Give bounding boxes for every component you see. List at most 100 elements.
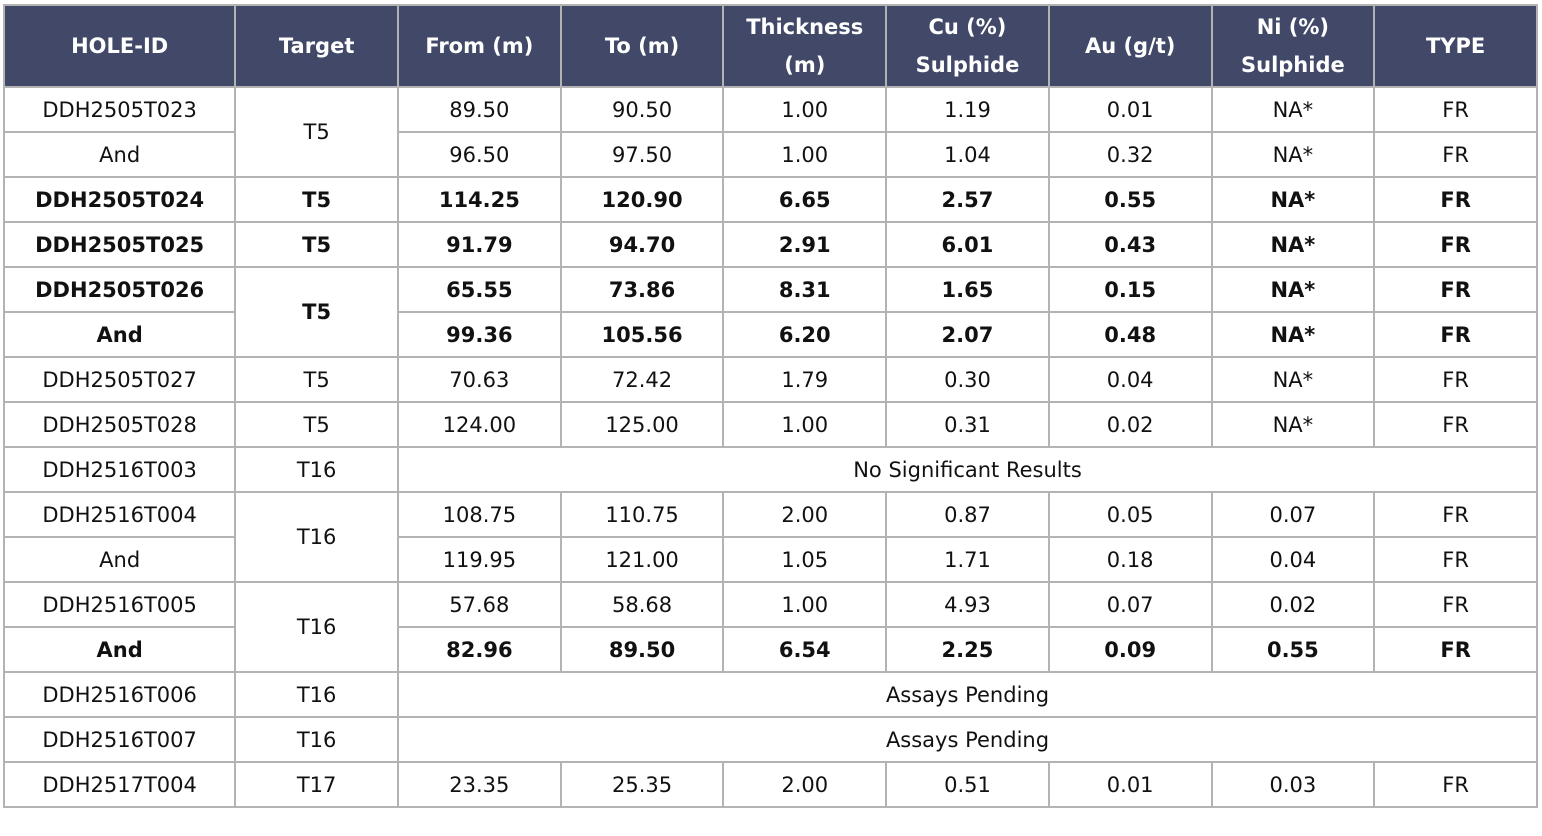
header-thickness: Thickness (m): [722, 4, 888, 88]
au-cell: 0.55: [1047, 176, 1213, 223]
thickness-cell: 1.05: [722, 536, 888, 583]
hole-id-cell: DDH2517T004: [2, 761, 237, 808]
ni-cell: NA*: [1210, 131, 1376, 178]
table-row: DDH2516T003 T16 No Significant Results: [2, 446, 1538, 493]
au-cell: 0.01: [1047, 86, 1213, 133]
target-cell: T16: [234, 491, 399, 583]
header-hole-id: HOLE-ID: [2, 4, 237, 88]
au-cell: 0.43: [1047, 221, 1213, 268]
hole-id-cell: DDH2505T023: [2, 86, 237, 133]
ni-cell: NA*: [1210, 266, 1376, 313]
header-type: TYPE: [1373, 4, 1538, 88]
table-row: And 82.96 89.50 6.54 2.25 0.09 0.55 FR: [2, 626, 1538, 673]
from-cell: 91.79: [397, 221, 562, 268]
au-cell: 0.07: [1047, 581, 1213, 628]
hole-id-cell: And: [2, 536, 237, 583]
thickness-cell: 1.00: [722, 401, 888, 448]
table-row: And 96.50 97.50 1.00 1.04 0.32 NA* FR: [2, 131, 1538, 178]
result-note-cell: Assays Pending: [397, 671, 1538, 718]
hole-id-cell: And: [2, 626, 237, 673]
table-row: DDH2505T026 T5 65.55 73.86 8.31 1.65 0.1…: [2, 266, 1538, 358]
au-cell: 0.05: [1047, 491, 1213, 538]
type-cell: FR: [1373, 311, 1538, 358]
au-cell: 0.32: [1047, 131, 1213, 178]
from-cell: 70.63: [397, 356, 562, 403]
table-row: DDH2505T028 T5 124.00 125.00 1.00 0.31 0…: [2, 401, 1538, 448]
result-note-cell: Assays Pending: [397, 716, 1538, 763]
hole-id-cell: DDH2516T006: [2, 671, 237, 718]
to-cell: 25.35: [559, 761, 725, 808]
cu-cell: 1.04: [885, 131, 1050, 178]
header-target: Target: [234, 4, 399, 88]
thickness-cell: 1.00: [722, 581, 888, 628]
to-cell: 89.50: [559, 626, 725, 673]
target-cell: T5: [234, 356, 399, 403]
cu-cell: 4.93: [885, 581, 1050, 628]
target-cell: T5: [234, 221, 399, 268]
from-cell: 124.00: [397, 401, 562, 448]
to-cell: 120.90: [559, 176, 725, 223]
ni-cell: NA*: [1210, 176, 1376, 223]
table-row: DDH2505T024 T5 114.25 120.90 6.65 2.57 0…: [2, 176, 1538, 223]
ni-cell: NA*: [1210, 311, 1376, 358]
from-cell: 23.35: [397, 761, 562, 808]
table-row: And 99.36 105.56 6.20 2.07 0.48 NA* FR: [2, 311, 1538, 358]
drill-results-table: HOLE-ID Target From (m) To (m) Thickness…: [2, 4, 1538, 808]
cu-cell: 0.30: [885, 356, 1050, 403]
to-cell: 97.50: [559, 131, 725, 178]
table-row: DDH2516T007 T16 Assays Pending: [2, 716, 1538, 763]
from-cell: 96.50: [397, 131, 562, 178]
target-cell: T17: [234, 761, 399, 808]
type-cell: FR: [1373, 761, 1538, 808]
from-cell: 89.50: [397, 86, 562, 133]
cu-cell: 0.31: [885, 401, 1050, 448]
thickness-cell: 1.79: [722, 356, 888, 403]
type-cell: FR: [1373, 131, 1538, 178]
cu-cell: 1.65: [885, 266, 1050, 313]
ni-cell: 0.07: [1210, 491, 1376, 538]
thickness-cell: 1.00: [722, 131, 888, 178]
header-from: From (m): [397, 4, 562, 88]
from-cell: 82.96: [397, 626, 562, 673]
header-to: To (m): [559, 4, 725, 88]
type-cell: FR: [1373, 536, 1538, 583]
table-row: DDH2505T023 T5 89.50 90.50 1.00 1.19 0.0…: [2, 86, 1538, 178]
target-cell: T16: [234, 446, 399, 493]
cu-cell: 2.25: [885, 626, 1050, 673]
thickness-cell: 1.00: [722, 86, 888, 133]
ni-cell: 0.02: [1210, 581, 1376, 628]
target-cell: T5: [234, 401, 399, 448]
thickness-cell: 6.20: [722, 311, 888, 358]
type-cell: FR: [1373, 626, 1538, 673]
cu-cell: 0.87: [885, 491, 1050, 538]
thickness-cell: 6.65: [722, 176, 888, 223]
table-row: DDH2505T025 T5 91.79 94.70 2.91 6.01 0.4…: [2, 221, 1538, 268]
table-row: DDH2516T004 T16 108.75 110.75 2.00 0.87 …: [2, 491, 1538, 583]
to-cell: 110.75: [559, 491, 725, 538]
type-cell: FR: [1373, 401, 1538, 448]
thickness-cell: 2.00: [722, 761, 888, 808]
hole-id-cell: DDH2516T005: [2, 581, 237, 628]
cu-cell: 1.19: [885, 86, 1050, 133]
hole-id-cell: DDH2505T024: [2, 176, 237, 223]
hole-id-cell: DDH2505T025: [2, 221, 237, 268]
type-cell: FR: [1373, 491, 1538, 538]
au-cell: 0.48: [1047, 311, 1213, 358]
au-cell: 0.02: [1047, 401, 1213, 448]
header-au: Au (g/t): [1047, 4, 1213, 88]
to-cell: 90.50: [559, 86, 725, 133]
type-cell: FR: [1373, 581, 1538, 628]
cu-cell: 0.51: [885, 761, 1050, 808]
thickness-cell: 2.91: [722, 221, 888, 268]
table-row: DDH2517T004 T17 23.35 25.35 2.00 0.51 0.…: [2, 761, 1538, 808]
hole-id-cell: DDH2516T007: [2, 716, 237, 763]
to-cell: 72.42: [559, 356, 725, 403]
type-cell: FR: [1373, 221, 1538, 268]
hole-id-cell: DDH2516T003: [2, 446, 237, 493]
au-cell: 0.04: [1047, 356, 1213, 403]
table-row: And 119.95 121.00 1.05 1.71 0.18 0.04 FR: [2, 536, 1538, 583]
au-cell: 0.09: [1047, 626, 1213, 673]
hole-id-cell: DDH2505T028: [2, 401, 237, 448]
type-cell: FR: [1373, 356, 1538, 403]
target-cell: T5: [234, 176, 399, 223]
